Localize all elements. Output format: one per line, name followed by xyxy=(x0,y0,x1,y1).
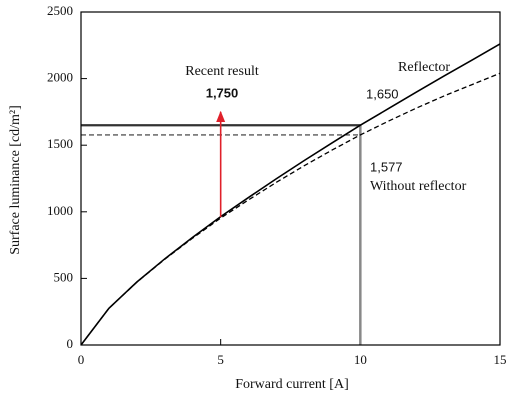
y-tick-label: 1500 xyxy=(47,136,73,151)
x-tick-label: 15 xyxy=(494,352,507,367)
y-tick-label: 500 xyxy=(54,269,74,284)
highlight-label: 1,650 xyxy=(366,86,399,101)
y-tick-label: 1000 xyxy=(47,203,73,218)
series-line xyxy=(80,72,501,346)
x-tick-label: 5 xyxy=(217,352,224,367)
plot-frame xyxy=(80,11,501,346)
x-tick-label: 10 xyxy=(354,352,367,367)
arrow-title: Recent result xyxy=(185,64,259,79)
arrow-label: 1,750 xyxy=(206,85,239,100)
series-label: Without reflector xyxy=(370,179,467,194)
y-tick-label: 2000 xyxy=(47,70,73,85)
series-line xyxy=(80,43,501,346)
series-label: Reflector xyxy=(398,60,450,75)
y-axis-title: Surface luminance [cd/m²] xyxy=(8,105,23,255)
x-tick-label: 0 xyxy=(78,352,85,367)
x-axis-title: Forward current [A] xyxy=(235,377,349,392)
y-tick-label: 2500 xyxy=(47,3,73,18)
highlight-label: 1,577 xyxy=(370,159,403,174)
y-tick-label: 0 xyxy=(67,336,74,351)
